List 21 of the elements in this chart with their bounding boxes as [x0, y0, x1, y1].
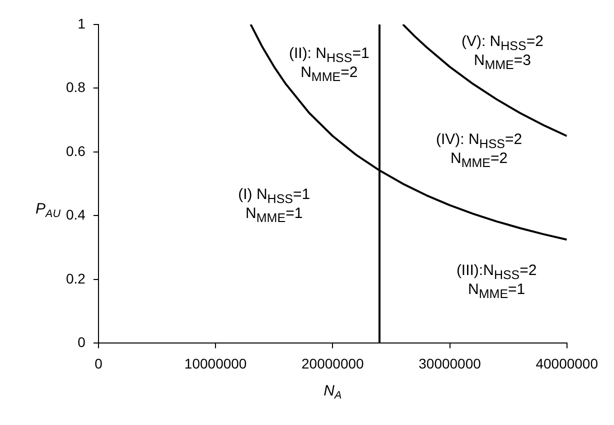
y-tick-label: 0.8	[66, 79, 86, 96]
x-tick-label: 10000000	[184, 355, 247, 372]
x-tick-label: 30000000	[418, 355, 482, 372]
annotation: (IV): N$_{HSS}$=2	[436, 131, 522, 152]
y-tick-label: 0	[78, 334, 86, 350]
y-tick-label: 0.2	[66, 270, 86, 286]
y-tick-label: 1	[78, 15, 86, 32]
annotation: (V): N$_{HSS}$=2	[461, 32, 544, 53]
annotation: N$_{MME}$=3	[474, 50, 531, 74]
annotation: (III):N$_{HSS}$=2	[456, 262, 537, 282]
annotation: N$_{MME}$=2	[300, 63, 358, 86]
annotation: N$_{MME}$=1	[246, 204, 303, 227]
annotation: N$_{MME}$=1	[468, 280, 526, 304]
annotation: (I) N$_{HSS}$=1	[238, 186, 310, 206]
x-tick-label: 20000000	[302, 355, 364, 372]
annotation: (II): N$_{HSS}$=1	[288, 45, 370, 66]
y-tick-label: 0.6	[66, 142, 86, 159]
annotation: N$_{MME}$=2	[450, 149, 508, 172]
x-tick-label: 40000000	[536, 355, 598, 372]
x-tick-label: 0	[94, 355, 103, 372]
y-tick-label: 0.4	[66, 206, 86, 223]
